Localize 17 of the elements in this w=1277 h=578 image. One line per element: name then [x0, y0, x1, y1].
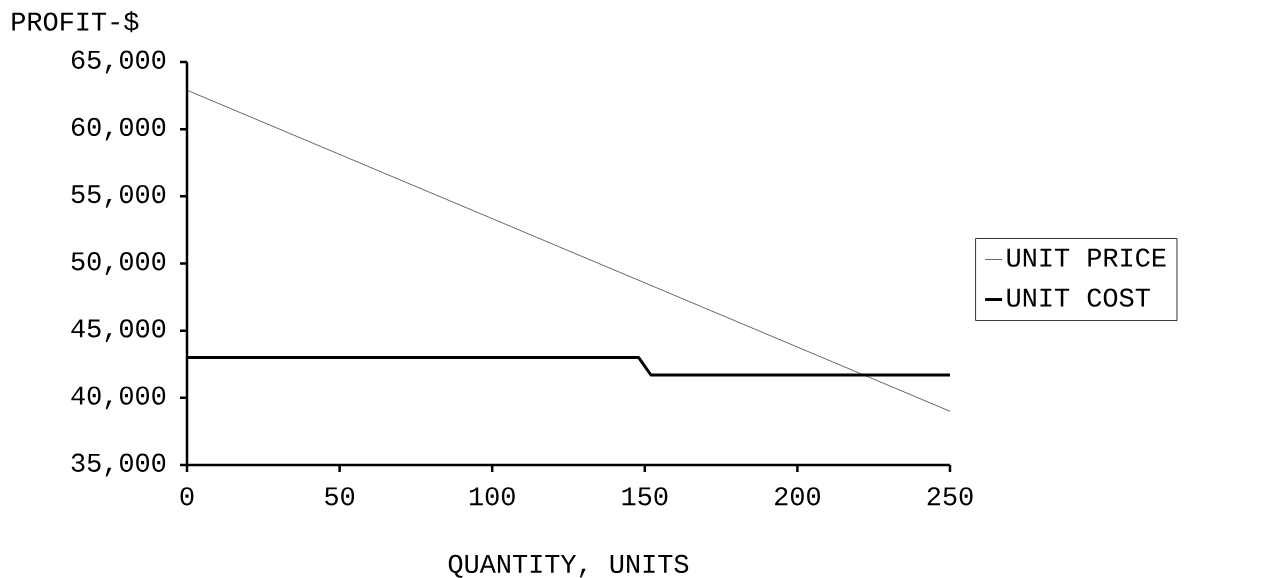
x-tick-label: 250	[927, 487, 973, 506]
x-tick-label: 50	[325, 487, 355, 506]
y-tick-label: 60,000	[71, 117, 166, 141]
x-axis-title: QUANTITY, UNITS	[448, 554, 689, 578]
legend-label: UNIT PRICE	[1007, 248, 1166, 267]
y-tick-label: 65,000	[71, 50, 166, 74]
x-tick-label: 200	[775, 487, 820, 506]
y-tick-label: 40,000	[71, 386, 166, 410]
x-tick-label: 100	[469, 487, 515, 506]
y-tick-label: 45,000	[71, 319, 166, 343]
y-tick-label: 55,000	[71, 184, 166, 208]
y-axis-title: PROFIT-$	[12, 11, 139, 33]
x-tick-label: 0	[180, 487, 194, 506]
legend-label: UNIT COST	[1007, 288, 1150, 307]
x-tick-label: 150	[622, 487, 668, 506]
y-tick-label: 50,000	[71, 252, 166, 275]
y-tick-label: 35,000	[71, 453, 166, 477]
